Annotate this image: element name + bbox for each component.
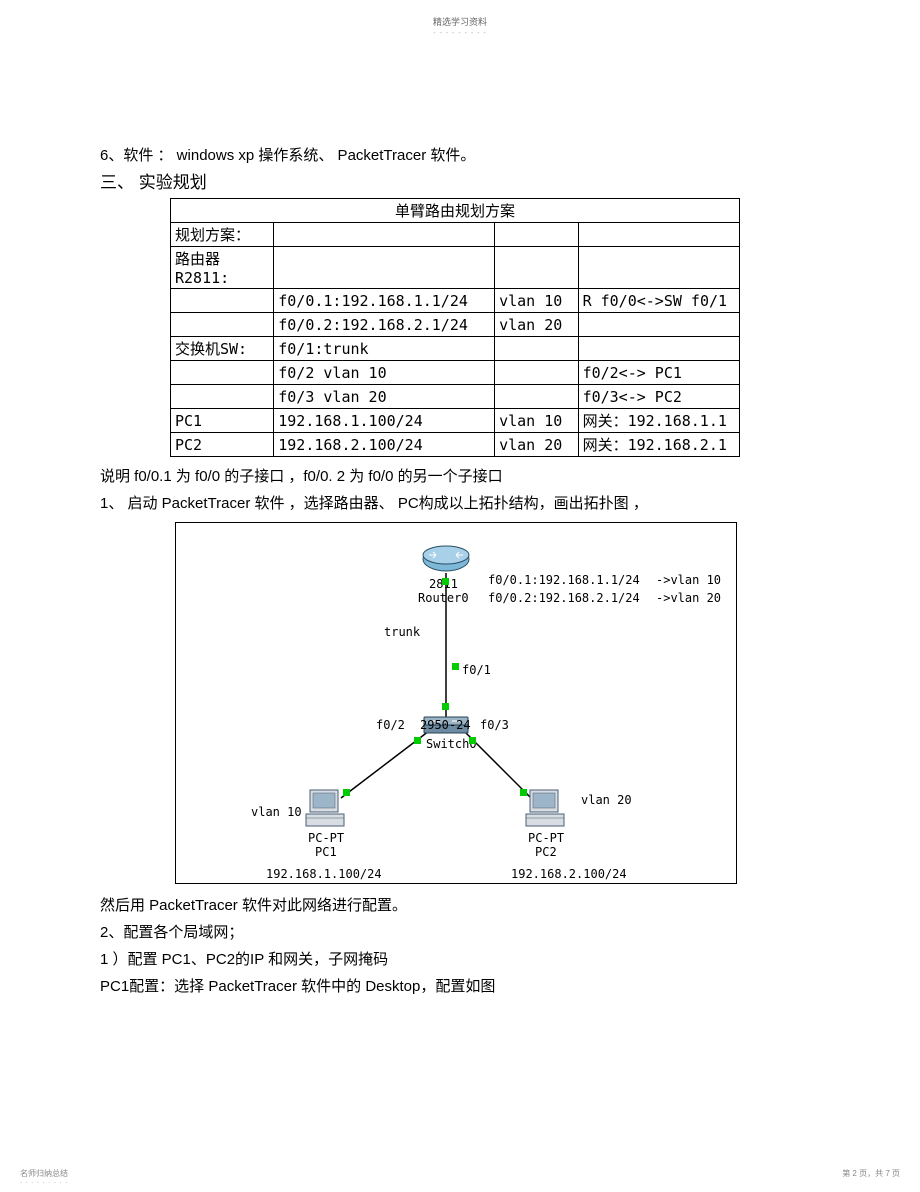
table-row: PC1 192.168.1.100/24 vlan 10 网关：192.168.…	[171, 409, 740, 433]
cell	[578, 313, 739, 337]
vlan20-label: vlan 20	[581, 793, 632, 807]
cell: 网关：192.168.2.1	[578, 433, 739, 457]
table-row: 交换机SW: f0/1:trunk	[171, 337, 740, 361]
table-row: f0/3 vlan 20 f0/3<-> PC2	[171, 385, 740, 409]
cell: 交换机SW:	[171, 337, 274, 361]
footer-dots: - - - - - - - - -	[20, 1180, 68, 1186]
cell: f0/3<-> PC2	[578, 385, 739, 409]
footer-left: 名师归纳总结	[20, 1168, 68, 1179]
table-row: 规划方案：	[171, 223, 740, 247]
table-container: 单臂路由规划方案 规划方案： 路由器R2811: f0/0.1:192.168.…	[170, 198, 820, 457]
link-dot	[452, 663, 459, 670]
f03-label: f0/3	[480, 718, 509, 732]
section-heading: 三、 实验规划	[100, 169, 820, 196]
pc1-name: PC1	[315, 845, 337, 859]
cell: 网关：192.168.1.1	[578, 409, 739, 433]
cell: f0/3 vlan 20	[274, 385, 495, 409]
step2-1b: PC1配置：选择 PacketTracer 软件中的 Desktop，配置如图	[100, 973, 820, 1000]
cell	[578, 247, 739, 289]
vlan10-label: vlan 10	[251, 805, 302, 819]
router-cfg2b: ->vlan 20	[656, 591, 721, 605]
step2-1: 1 ）配置 PC1、PC2的IP 和网关，子网掩码	[100, 946, 820, 973]
router-cfg1b: ->vlan 10	[656, 573, 721, 587]
cell: f0/0.2:192.168.2.1/24	[274, 313, 495, 337]
cell: f0/2<-> PC1	[578, 361, 739, 385]
cell: R f0/0<->SW f0/1	[578, 289, 739, 313]
router-cfg2: f0/0.2:192.168.2.1/24	[488, 591, 640, 605]
cell: 路由器R2811:	[171, 247, 274, 289]
cell: 192.168.2.100/24	[274, 433, 495, 457]
footer: 名师归纳总结 第 2 页，共 7 页	[0, 1168, 920, 1182]
cell: vlan 20	[495, 313, 579, 337]
cell	[495, 385, 579, 409]
cell: 规划方案：	[171, 223, 274, 247]
cell	[171, 385, 274, 409]
pc2-name: PC2	[535, 845, 557, 859]
cell: PC2	[171, 433, 274, 457]
cell: 192.168.1.100/24	[274, 409, 495, 433]
cell: vlan 10	[495, 289, 579, 313]
step1: 1、 启动 PacketTracer 软件 ，选择路由器、 PC构成以上拓扑结构…	[100, 490, 820, 517]
table-row: f0/2 vlan 10 f0/2<-> PC1	[171, 361, 740, 385]
table-title: 单臂路由规划方案	[171, 199, 740, 223]
router-cfg1: f0/0.1:192.168.1.1/24	[488, 573, 640, 587]
pc1-icon	[304, 788, 346, 833]
para-software: 6、软件 ： windows xp 操作系统、 PacketTracer 软件。	[100, 142, 820, 169]
line1-prefix: 6、软件 ：	[100, 147, 173, 164]
pc2-ip: 192.168.2.100/24	[511, 867, 627, 881]
footer-right: 第 2 页，共 7 页	[842, 1168, 900, 1179]
cell	[578, 337, 739, 361]
cell: f0/2 vlan 10	[274, 361, 495, 385]
router-icon	[421, 545, 471, 576]
table-row: PC2 192.168.2.100/24 vlan 20 网关：192.168.…	[171, 433, 740, 457]
cell	[171, 361, 274, 385]
line1-pt: PacketTracer 软件。	[333, 147, 475, 164]
plan-table: 单臂路由规划方案 规划方案： 路由器R2811: f0/0.1:192.168.…	[170, 198, 740, 457]
cell: PC1	[171, 409, 274, 433]
link-dot	[414, 737, 421, 744]
top-header: 精选学习资料	[60, 15, 860, 30]
cell	[495, 337, 579, 361]
content: 6、软件 ： windows xp 操作系统、 PacketTracer 软件。…	[60, 142, 860, 1000]
f02-label: f0/2	[376, 718, 405, 732]
line1-sw: windows xp 操作系统、	[173, 147, 334, 164]
cell: f0/1:trunk	[274, 337, 495, 361]
after-diagram: 然后用 PacketTracer 软件对此网络进行配置。	[100, 892, 820, 919]
cell	[171, 313, 274, 337]
cell	[495, 361, 579, 385]
trunk-label: trunk	[384, 625, 420, 639]
link-dot	[442, 578, 449, 585]
cell: f0/0.1:192.168.1.1/24	[274, 289, 495, 313]
cell	[171, 289, 274, 313]
pc1-type: PC-PT	[308, 831, 344, 845]
note: 说明 f0/0.1 为 f0/0 的子接口 ，f0/0. 2 为 f0/0 的另…	[100, 463, 820, 490]
router-name: Router0	[418, 591, 469, 605]
cell	[495, 247, 579, 289]
topology-diagram: 2811 Router0 f0/0.1:192.168.1.1/24 ->vla…	[175, 522, 737, 884]
cell: vlan 20	[495, 433, 579, 457]
pc2-type: PC-PT	[528, 831, 564, 845]
cell: vlan 10	[495, 409, 579, 433]
pc2-icon	[524, 788, 566, 833]
cell	[495, 223, 579, 247]
page: 精选学习资料 - - - - - - - - - 6、软件 ： windows …	[0, 0, 920, 1030]
cell	[274, 223, 495, 247]
link-dot	[442, 703, 449, 710]
link-dot	[469, 737, 476, 744]
switch-model: 2950-24	[420, 718, 471, 732]
cell	[274, 247, 495, 289]
cell	[578, 223, 739, 247]
step2: 2、配置各个局域网；	[100, 919, 820, 946]
pc1-ip: 192.168.1.100/24	[266, 867, 382, 881]
table-row: f0/0.2:192.168.2.1/24 vlan 20	[171, 313, 740, 337]
table-row: f0/0.1:192.168.1.1/24 vlan 10 R f0/0<->S…	[171, 289, 740, 313]
f01-label: f0/1	[462, 663, 491, 677]
header-dots: - - - - - - - - -	[60, 30, 860, 37]
table-row: 路由器R2811:	[171, 247, 740, 289]
